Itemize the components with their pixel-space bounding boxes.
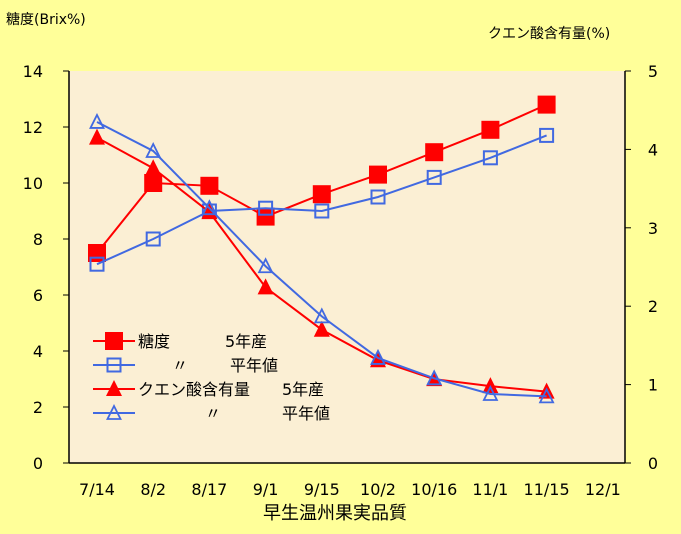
data-point bbox=[200, 176, 219, 195]
x-tick-label: 8/2 bbox=[140, 480, 166, 499]
data-point bbox=[481, 120, 500, 139]
x-axis-label: 早生温州果実品質 bbox=[263, 503, 407, 524]
legend-label: 5年産 bbox=[225, 332, 267, 351]
data-point bbox=[257, 278, 274, 295]
left-tick-label: 2 bbox=[33, 398, 43, 417]
legend-marker bbox=[106, 380, 122, 396]
data-point bbox=[370, 189, 386, 205]
right-tick-label: 5 bbox=[648, 62, 658, 81]
data-point bbox=[145, 159, 162, 176]
left-tick-label: 4 bbox=[33, 342, 43, 361]
data-point bbox=[482, 384, 499, 401]
legend-label: クエン酸含有量 bbox=[138, 380, 250, 399]
right-tick-label: 1 bbox=[648, 376, 658, 395]
x-tick-label: 11/15 bbox=[524, 480, 570, 499]
legend-label: 〃 bbox=[205, 404, 221, 423]
series-line-3 bbox=[96, 121, 547, 398]
left-tick-label: 6 bbox=[33, 286, 43, 305]
legend-label: 平年値 bbox=[282, 404, 330, 423]
x-tick-label: 9/1 bbox=[253, 480, 279, 499]
left-axis-label: 糖度(Brix%) bbox=[6, 12, 86, 28]
right-tick-label: 2 bbox=[648, 297, 658, 316]
x-tick-label: 10/16 bbox=[411, 480, 457, 499]
data-point bbox=[313, 307, 330, 324]
data-point bbox=[89, 112, 105, 129]
legend-marker bbox=[106, 403, 122, 420]
legend-label: 5年産 bbox=[282, 380, 324, 399]
series-line-1 bbox=[96, 134, 547, 266]
data-point bbox=[425, 143, 444, 162]
legend-label: 糖度 bbox=[138, 332, 170, 351]
data-point bbox=[538, 387, 555, 404]
right-axis-label: クエン酸含有量(%) bbox=[488, 26, 610, 42]
data-point bbox=[201, 199, 218, 216]
data-point bbox=[313, 320, 330, 337]
left-tick-label: 0 bbox=[33, 454, 43, 473]
data-point bbox=[145, 141, 162, 158]
data-point bbox=[426, 169, 442, 185]
data-point bbox=[370, 348, 386, 365]
legend-label: 平年値 bbox=[230, 356, 278, 375]
data-point bbox=[201, 203, 218, 220]
data-point bbox=[257, 257, 274, 274]
right-tick-label: 3 bbox=[648, 219, 658, 238]
x-tick-label: 7/14 bbox=[79, 480, 115, 499]
data-point bbox=[539, 127, 555, 143]
left-tick-label: 12 bbox=[23, 118, 43, 137]
data-point bbox=[426, 369, 443, 386]
left-tick-label: 14 bbox=[23, 62, 43, 81]
right-tick-label: 0 bbox=[648, 454, 658, 473]
data-point bbox=[145, 231, 161, 247]
data-point bbox=[312, 185, 331, 204]
x-tick-label: 8/17 bbox=[191, 480, 227, 499]
legend-marker bbox=[106, 357, 122, 373]
data-point bbox=[482, 150, 498, 166]
data-point bbox=[314, 203, 330, 219]
data-point bbox=[89, 256, 105, 272]
x-tick-label: 9/15 bbox=[304, 480, 340, 499]
left-tick-label: 10 bbox=[23, 174, 43, 193]
x-tick-label: 12/1 bbox=[585, 480, 621, 499]
left-tick-label: 8 bbox=[33, 230, 43, 249]
legend-marker bbox=[105, 332, 123, 350]
x-tick-label: 10/2 bbox=[360, 480, 396, 499]
data-point bbox=[258, 200, 274, 216]
data-point bbox=[256, 207, 275, 226]
plot-area bbox=[69, 71, 625, 463]
legend-label: 〃 bbox=[172, 356, 188, 375]
x-tick-label: 11/1 bbox=[472, 480, 508, 499]
right-tick-label: 4 bbox=[648, 140, 658, 159]
data-point bbox=[537, 95, 556, 114]
data-point bbox=[144, 174, 163, 192]
data-point bbox=[89, 128, 105, 145]
data-point bbox=[369, 165, 387, 184]
